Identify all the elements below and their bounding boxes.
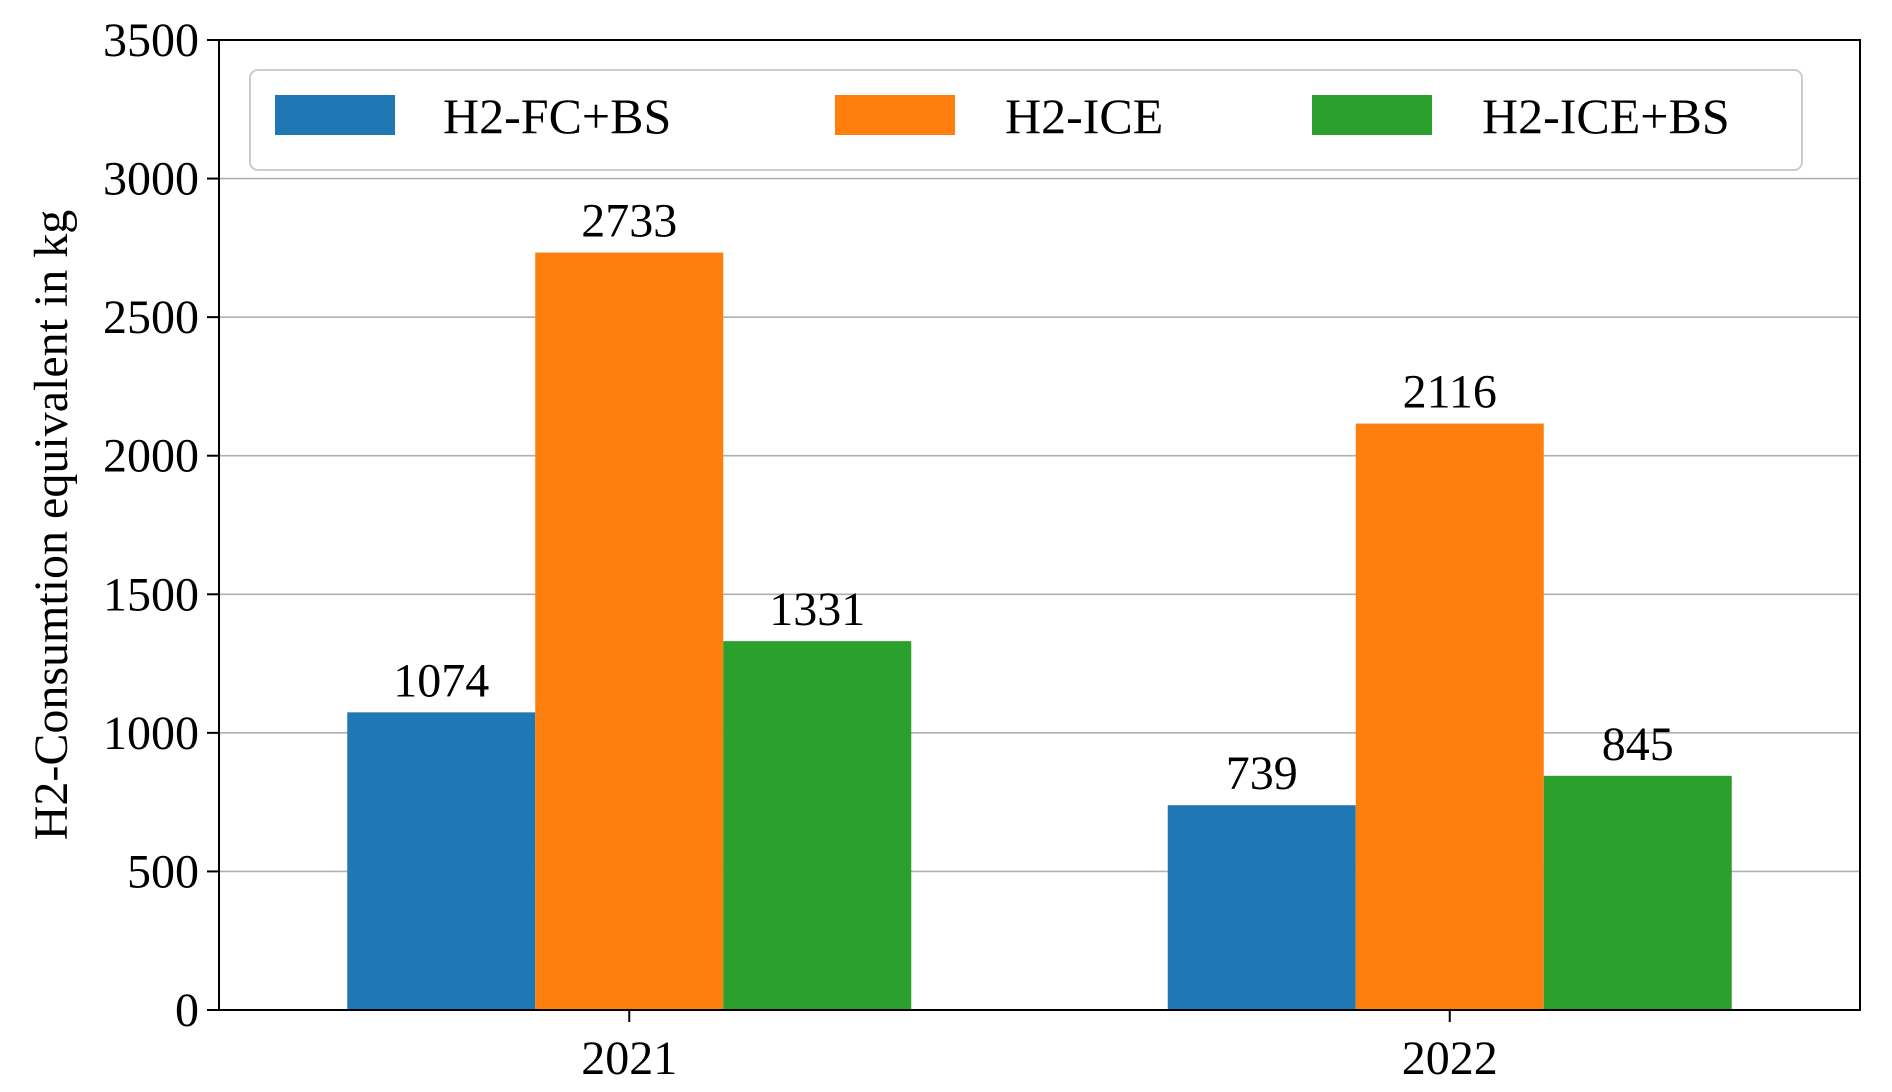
y-axis-label: H2-Consumtion equivalent in kg <box>25 210 78 841</box>
y-axis: 0 500 1000 1500 2000 2500 3000 3500 <box>103 14 219 1037</box>
bars <box>347 252 1732 1011</box>
bar <box>347 712 536 1010</box>
y-tick-label: 2500 <box>103 291 199 344</box>
legend-swatch <box>275 95 395 135</box>
bar <box>723 641 912 1010</box>
y-tick-label: 1000 <box>103 707 199 760</box>
legend-swatch <box>1312 95 1432 135</box>
bar <box>1355 423 1544 1011</box>
y-tick-label: 3500 <box>103 14 199 67</box>
x-tick-label: 2021 <box>581 1032 677 1085</box>
y-tick-label: 1500 <box>103 568 199 621</box>
y-tick-label: 500 <box>127 845 199 898</box>
legend-swatch <box>835 95 955 135</box>
x-tick-label: 2022 <box>1402 1032 1498 1085</box>
y-tick-label: 2000 <box>103 430 199 483</box>
bar <box>535 252 724 1010</box>
bar-value-label: 2116 <box>1403 366 1497 419</box>
legend: H2-FC+BS H2-ICE H2-ICE+BS <box>249 69 1803 171</box>
plot-frame <box>218 39 1861 1011</box>
legend-label: H2-FC+BS <box>443 88 671 144</box>
x-axis: 2021 2022 <box>581 1010 1498 1085</box>
bar-value-label: 845 <box>1602 718 1674 771</box>
bar-value-label: 2733 <box>581 195 677 248</box>
legend-label: H2-ICE <box>1005 88 1163 144</box>
bar <box>1167 805 1356 1010</box>
bar-value-label: 1074 <box>393 654 489 707</box>
legend-label: H2-ICE+BS <box>1482 88 1730 144</box>
data-labels: 1074 2733 1331 739 2116 845 <box>393 195 1674 801</box>
y-tick-label: 3000 <box>103 153 199 206</box>
bar-value-label: 739 <box>1226 747 1298 800</box>
bar <box>1543 775 1732 1010</box>
bar-value-label: 1331 <box>769 583 865 636</box>
y-tick-label: 0 <box>175 984 199 1037</box>
